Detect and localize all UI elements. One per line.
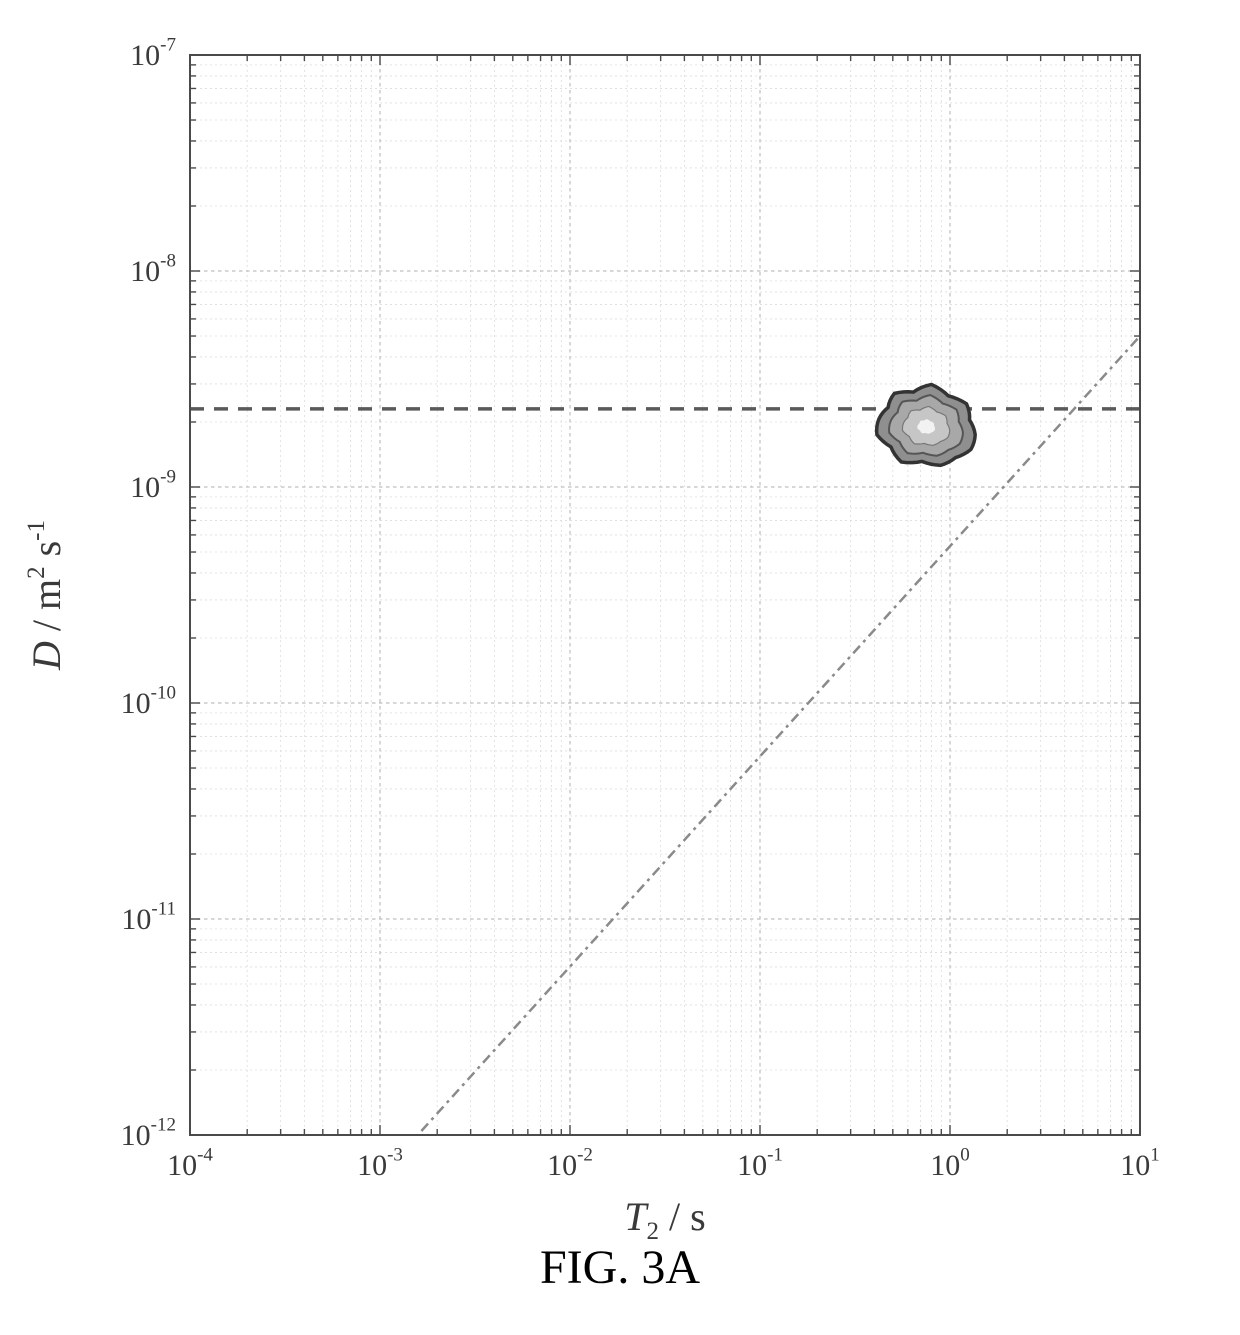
svg-text:10-12: 10-12: [121, 1115, 176, 1152]
figure-page: 10-4 10-3 10-2 10-1 100 101 10-12 10-11 10-10 10-…: [0, 0, 1240, 1330]
svg-text:10-9: 10-9: [130, 467, 176, 504]
svg-text:10-11: 10-11: [121, 899, 176, 936]
svg-text:101: 101: [1120, 1145, 1160, 1182]
svg-text:10-4: 10-4: [167, 1145, 213, 1182]
svg-text:10-2: 10-2: [547, 1145, 593, 1182]
y-axis-label: D / m2 s-1: [23, 520, 69, 671]
svg-text:10-8: 10-8: [130, 251, 176, 288]
x-axis-label: T2 / s: [624, 1194, 705, 1245]
svg-text:10-10: 10-10: [121, 683, 176, 720]
svg-text:100: 100: [930, 1145, 970, 1182]
svg-text:10-1: 10-1: [737, 1145, 783, 1182]
figure-caption: FIG. 3A: [0, 1240, 1240, 1295]
dt2-chart: 10-4 10-3 10-2 10-1 100 101 10-12 10-11 10-10 10-…: [0, 0, 1240, 1330]
svg-text:10-7: 10-7: [130, 35, 176, 72]
svg-text:10-3: 10-3: [357, 1145, 403, 1182]
